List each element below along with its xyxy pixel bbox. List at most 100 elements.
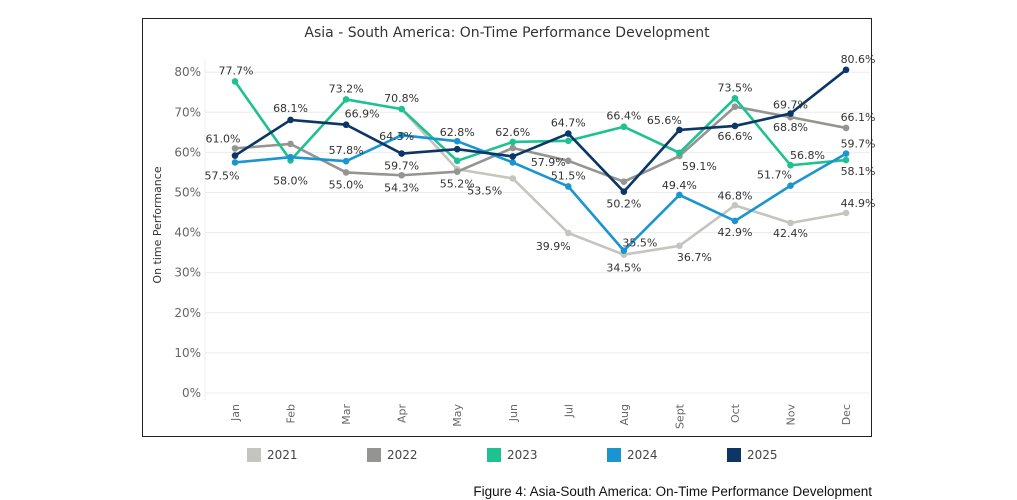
y-tick-label: 70% — [174, 105, 201, 119]
data-point-2022 — [565, 157, 572, 165]
data-label: 55.0% — [329, 178, 364, 191]
data-point-2022 — [453, 168, 461, 175]
data-point-2024 — [287, 153, 294, 161]
data-point-2021 — [565, 229, 572, 237]
data-point-2023 — [676, 149, 683, 157]
data-point-2021 — [509, 175, 517, 182]
legend-item-2024[interactable]: 2024 — [607, 448, 658, 462]
x-tick-label: Oct — [729, 403, 742, 423]
data-point-2024 — [620, 247, 628, 254]
data-point-2022 — [231, 145, 239, 152]
x-tick-label: Sept — [673, 403, 686, 429]
legend: 2021 2022 2023 2024 2025 — [0, 448, 1017, 468]
data-point-2023 — [509, 138, 517, 146]
data-label: 57.5% — [205, 169, 240, 182]
data-point-2024 — [842, 150, 850, 157]
data-point-2023 — [620, 123, 628, 131]
data-label: 73.2% — [329, 82, 364, 95]
x-tick-label: Jan — [229, 404, 242, 422]
data-point-2022 — [398, 171, 405, 179]
data-label: 62.8% — [440, 126, 475, 139]
data-label: 58.1% — [841, 165, 876, 178]
data-label: 59.1% — [682, 160, 717, 173]
y-tick-label: 10% — [174, 346, 201, 360]
y-axis-label: On time Performance — [151, 166, 164, 283]
data-point-2024 — [342, 157, 350, 165]
data-point-2025 — [787, 110, 794, 117]
data-label: 66.6% — [717, 130, 752, 143]
data-label: 62.6% — [495, 126, 530, 139]
data-point-2021 — [787, 219, 794, 227]
data-point-2023 — [787, 161, 794, 169]
data-point-2025 — [842, 66, 850, 74]
y-tick-label: 80% — [174, 65, 201, 79]
legend-item-2021[interactable]: 2021 — [247, 448, 298, 462]
data-label: 57.9% — [531, 156, 566, 169]
data-point-2025 — [342, 121, 350, 129]
data-label: 66.1% — [841, 111, 876, 124]
data-point-2024 — [509, 159, 517, 166]
y-tick-label: 50% — [174, 186, 201, 200]
legend-item-2025[interactable]: 2025 — [727, 448, 778, 462]
data-label: 64.7% — [551, 117, 586, 130]
legend-label: 2025 — [747, 448, 778, 462]
series-line-2023 — [233, 80, 847, 167]
data-point-2025 — [676, 126, 683, 134]
data-point-2023 — [231, 78, 239, 85]
data-point-2022 — [342, 169, 350, 176]
figure-caption: Figure 4: Asia-South America: On-Time Pe… — [473, 484, 872, 499]
data-label: 35.5% — [622, 237, 657, 250]
data-label: 42.4% — [773, 227, 808, 240]
x-tick-label: Mar — [340, 404, 353, 425]
data-label: 36.7% — [677, 251, 712, 264]
data-point-2024 — [398, 131, 405, 139]
data-point-2024 — [731, 217, 739, 225]
y-tick-label: 30% — [174, 266, 201, 280]
data-label: 56.8% — [790, 149, 825, 162]
data-label: 57.8% — [329, 144, 364, 157]
data-label: 34.5% — [606, 262, 641, 275]
data-label: 53.5% — [467, 184, 502, 197]
data-point-2022 — [509, 144, 517, 152]
data-label: 58.0% — [273, 174, 308, 187]
data-label: 39.9% — [536, 240, 571, 253]
data-point-2023 — [842, 156, 850, 164]
x-tick-label: Jul — [562, 404, 575, 418]
data-label: 46.8% — [717, 189, 752, 202]
data-point-2024 — [676, 191, 683, 199]
y-tick-label: 40% — [174, 226, 201, 240]
legend-item-2023[interactable]: 2023 — [487, 448, 538, 462]
data-label: 73.5% — [717, 81, 752, 94]
data-label: 49.4% — [662, 179, 697, 192]
data-point-2025 — [731, 122, 739, 130]
y-tick-label: 0% — [182, 386, 201, 400]
x-tick-label: Feb — [285, 404, 298, 423]
data-point-2025 — [231, 152, 239, 159]
data-label: 59.7% — [384, 160, 419, 173]
data-point-2025 — [398, 150, 405, 157]
data-point-2025 — [620, 188, 628, 195]
legend-swatch — [247, 448, 261, 462]
chart-title: Asia - South America: On-Time Performanc… — [304, 25, 710, 41]
y-tick-label: 20% — [174, 306, 201, 320]
series-line-2025 — [234, 68, 847, 193]
legend-swatch — [487, 448, 501, 462]
data-label: 66.9% — [345, 108, 380, 121]
data-label: 59.7% — [841, 138, 876, 151]
data-point-2021 — [731, 202, 739, 209]
data-label: 70.8% — [384, 92, 419, 105]
data-point-2025 — [509, 153, 517, 160]
data-label: 77.7% — [219, 64, 254, 77]
data-label: 69.7% — [773, 99, 808, 112]
data-point-2022 — [731, 103, 739, 110]
data-point-2022 — [842, 124, 850, 132]
data-point-2023 — [731, 94, 739, 102]
data-label: 80.6% — [841, 53, 876, 66]
data-label: 51.5% — [551, 169, 586, 182]
data-point-2025 — [565, 130, 572, 137]
data-label: 66.4% — [606, 110, 641, 123]
data-point-2024 — [453, 137, 461, 145]
legend-item-2022[interactable]: 2022 — [367, 448, 418, 462]
x-tick-label: Apr — [396, 404, 409, 424]
